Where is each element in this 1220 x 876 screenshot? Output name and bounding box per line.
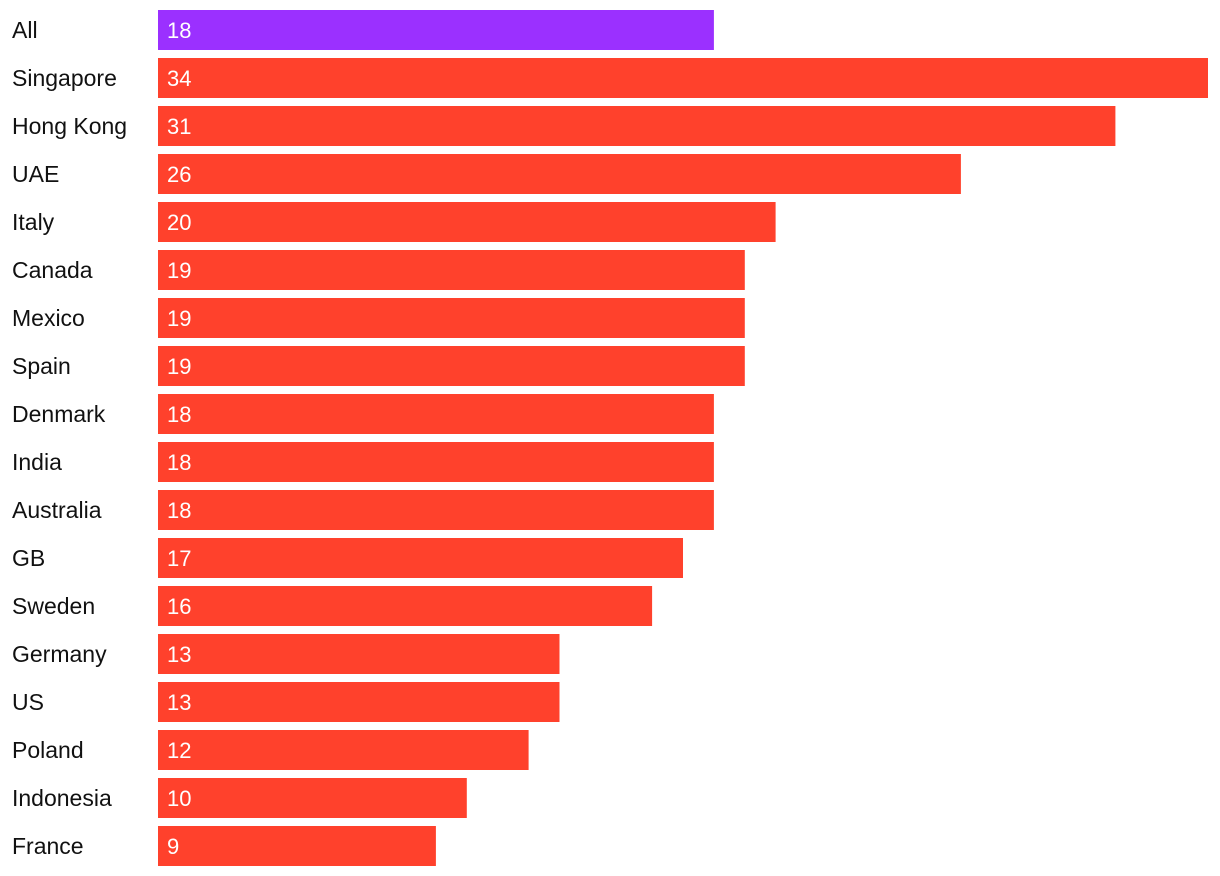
value-label: 18 [167, 402, 191, 427]
value-label: 26 [167, 162, 191, 187]
value-label: 19 [167, 258, 191, 283]
category-label: Singapore [12, 65, 117, 91]
category-label: Indonesia [12, 785, 112, 811]
value-label: 18 [167, 18, 191, 43]
category-label: Canada [12, 257, 93, 283]
category-label: Germany [12, 641, 107, 667]
bar-row-us: US 13 [12, 682, 560, 722]
bar [158, 778, 467, 818]
bar-row-germany: Germany 13 [12, 634, 560, 674]
value-label: 10 [167, 786, 191, 811]
bar-row-indonesia: Indonesia 10 [12, 778, 467, 818]
value-label: 34 [167, 66, 191, 91]
bar-row-singapore: Singapore 34 [12, 58, 1208, 98]
bar-row-uae: UAE 26 [12, 154, 961, 194]
bar [158, 58, 1208, 98]
category-label: GB [12, 545, 45, 571]
bar-row-france: France 9 [12, 826, 436, 866]
value-label: 18 [167, 498, 191, 523]
category-label: France [12, 833, 84, 859]
category-label: Australia [12, 497, 102, 523]
bar [158, 538, 683, 578]
bar [158, 346, 745, 386]
category-label: UAE [12, 161, 59, 187]
bar-row-poland: Poland 12 [12, 730, 529, 770]
bar [158, 298, 745, 338]
value-label: 17 [167, 546, 191, 571]
bar-row-hong-kong: Hong Kong 31 [12, 106, 1116, 146]
category-label: Sweden [12, 593, 95, 619]
bar [158, 394, 714, 434]
category-label: Mexico [12, 305, 85, 331]
category-label: Poland [12, 737, 84, 763]
bar-row-denmark: Denmark 18 [12, 394, 714, 434]
category-label: Hong Kong [12, 113, 127, 139]
value-label: 18 [167, 450, 191, 475]
bar-row-canada: Canada 19 [12, 250, 745, 290]
bar [158, 10, 714, 50]
category-label: US [12, 689, 44, 715]
value-label: 13 [167, 642, 191, 667]
value-label: 31 [167, 114, 191, 139]
bar [158, 250, 745, 290]
bar [158, 202, 776, 242]
value-label: 19 [167, 354, 191, 379]
bar [158, 490, 714, 530]
category-label: Spain [12, 353, 71, 379]
bar-row-mexico: Mexico 19 [12, 298, 745, 338]
value-label: 13 [167, 690, 191, 715]
bar-row-gb: GB 17 [12, 538, 683, 578]
bar-row-italy: Italy 20 [12, 202, 776, 242]
bars-layer: All 18 Singapore 34 Hong Kong 31 UAE 26 Italy 20 C… [12, 10, 1208, 866]
category-label: Denmark [12, 401, 106, 427]
bar [158, 634, 560, 674]
value-label: 20 [167, 210, 191, 235]
value-label: 16 [167, 594, 191, 619]
bar [158, 442, 714, 482]
value-label: 9 [167, 834, 179, 859]
bar [158, 682, 560, 722]
bar-row-india: India 18 [12, 442, 714, 482]
value-label: 19 [167, 306, 191, 331]
category-label: Italy [12, 209, 55, 235]
bar [158, 826, 436, 866]
bar-row-australia: Australia 18 [12, 490, 714, 530]
value-label: 12 [167, 738, 191, 763]
bar-row-spain: Spain 19 [12, 346, 745, 386]
bar-row-all: All 18 [12, 10, 714, 50]
bar [158, 730, 529, 770]
bar [158, 106, 1116, 146]
category-label: All [12, 17, 38, 43]
category-label: India [12, 449, 62, 475]
bar-row-sweden: Sweden 16 [12, 586, 653, 626]
bar [158, 586, 653, 626]
bar [158, 154, 961, 194]
